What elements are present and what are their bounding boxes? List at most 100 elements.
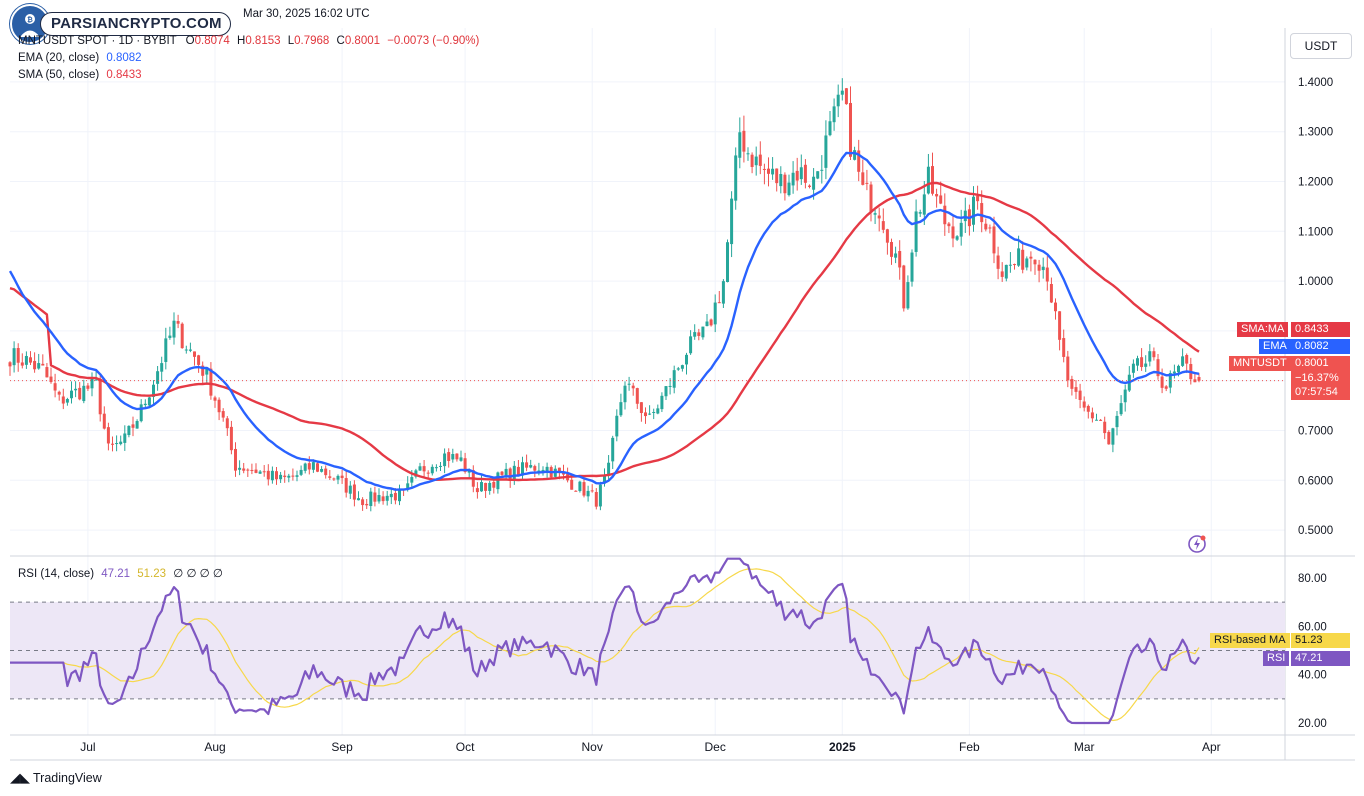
candle-body <box>693 332 697 337</box>
candle-body <box>873 213 877 215</box>
candle-body <box>545 466 549 472</box>
candle-body <box>685 354 688 365</box>
candle-body <box>918 212 922 214</box>
tradingview-brand[interactable]: ◢◣ TradingView <box>10 770 102 786</box>
candle-body <box>656 408 660 414</box>
candle-body <box>41 363 45 366</box>
candle-body <box>168 335 172 338</box>
candle-body <box>1177 365 1180 373</box>
legend-symbol-row[interactable]: MNTUSDT SPOT · 1D · BYBIT O0.8074 H0.815… <box>18 35 479 47</box>
candle-body <box>1152 351 1156 358</box>
candle-body <box>348 485 352 494</box>
flash-icon[interactable] <box>1187 534 1207 554</box>
price-tick-label: 0.5000 <box>1298 525 1333 537</box>
candle-body <box>701 326 705 338</box>
candle-body <box>311 462 315 470</box>
candle-body <box>65 399 69 403</box>
rsi-label: RSI (14, close) <box>18 568 95 580</box>
legend-sma-row[interactable]: SMA (50, close) 0.8433 <box>18 69 142 81</box>
candle-body <box>1185 354 1189 364</box>
rsi-extra-values: ∅ ∅ ∅ ∅ <box>173 568 223 580</box>
candle-body <box>869 184 873 213</box>
price-badge-label: MNTUSDT <box>1229 356 1291 371</box>
candle-body <box>57 391 61 395</box>
candle-body <box>705 321 709 327</box>
candle-body <box>730 198 734 245</box>
candle-body <box>246 469 250 471</box>
candle-body <box>906 282 910 309</box>
candle-body <box>320 468 324 472</box>
price-change: −0.0073 (−0.90%) <box>387 35 480 47</box>
candle-body <box>217 399 221 413</box>
candle-body <box>910 252 914 282</box>
candle-body <box>660 395 664 410</box>
candle-body <box>844 88 848 105</box>
rsi-band <box>10 602 1285 699</box>
candle-body <box>328 476 332 478</box>
candle-body <box>373 492 377 502</box>
ohlc-close-label: C <box>336 35 345 47</box>
candle-body <box>475 488 479 493</box>
candle-body <box>484 482 488 491</box>
price-tick-label: 1.1000 <box>1298 226 1333 238</box>
candle-body <box>307 463 311 470</box>
tradingview-text: TradingView <box>33 771 102 785</box>
candle-body <box>840 90 844 95</box>
candle-body <box>1008 264 1012 266</box>
candle-body <box>164 338 168 362</box>
candle-body <box>533 466 537 471</box>
candle-body <box>254 469 258 473</box>
time-tick-label: Apr <box>1202 740 1221 754</box>
candle-body <box>541 469 545 472</box>
candle-body <box>16 348 20 363</box>
price-badge-change: −16.37% <box>1295 371 1339 384</box>
candle-body <box>61 396 65 404</box>
ema-badge-label: EMA <box>1259 339 1291 354</box>
time-tick-label: Sep <box>331 740 353 754</box>
symbol-name[interactable]: MNTUSDT SPOT · 1D · BYBIT <box>18 35 177 47</box>
sma-label: SMA (50, close) <box>18 69 100 81</box>
candle-body <box>209 368 213 396</box>
candle-body <box>611 437 615 462</box>
candle-body <box>176 321 180 324</box>
price-tick-label: 1.0000 <box>1298 276 1333 288</box>
sma-badge-label: SMA:MA <box>1237 322 1289 337</box>
candle-body <box>926 166 930 194</box>
candle-body <box>972 196 975 225</box>
candle-body <box>262 471 266 473</box>
legend-rsi-row[interactable]: RSI (14, close) 47.21 51.23 ∅ ∅ ∅ ∅ <box>18 566 223 580</box>
candle-body <box>398 489 401 502</box>
candle-body <box>369 491 373 507</box>
candle-body <box>1000 271 1004 277</box>
candle-body <box>976 195 980 202</box>
candle-body <box>1164 386 1168 389</box>
candle-body <box>951 226 955 239</box>
candle-body <box>1013 264 1016 266</box>
candle-body <box>434 467 438 469</box>
currency-button[interactable]: USDT <box>1290 33 1352 59</box>
rsi-badge-label: RSI <box>1263 651 1290 666</box>
ohlc-high: 0.8153 <box>245 35 281 47</box>
candle-body <box>832 106 836 123</box>
legend-ema-row[interactable]: EMA (20, close) 0.8082 <box>18 52 142 64</box>
candle-body <box>721 281 725 304</box>
time-tick-label: Dec <box>705 740 726 754</box>
candle-body <box>508 468 512 481</box>
candle-body <box>758 154 762 166</box>
candle-body <box>635 388 639 404</box>
candle-body <box>385 495 389 501</box>
ohlc-open-label: O <box>185 35 195 47</box>
candle-body <box>53 383 57 391</box>
candle-body <box>410 477 414 483</box>
candle-body <box>29 357 32 363</box>
candle-body <box>316 463 319 472</box>
candle-body <box>283 475 287 478</box>
candle-body <box>82 385 86 402</box>
candle-body <box>1029 256 1033 259</box>
candle-body <box>414 470 418 477</box>
candle-body <box>1058 311 1062 340</box>
watermark-logo: ₿ PARSIANCRYPTO.COM <box>10 4 236 44</box>
candle-body <box>512 465 516 480</box>
candle-body <box>894 253 898 258</box>
